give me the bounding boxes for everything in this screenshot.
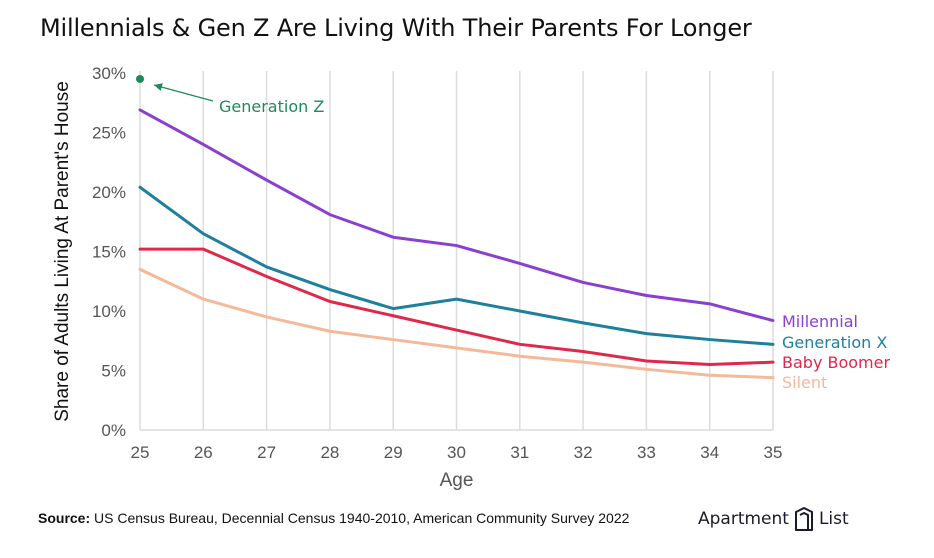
apartment-list-logo: Apartment List	[698, 504, 849, 534]
chart-title: Millennials & Gen Z Are Living With Thei…	[40, 14, 752, 42]
y-tick-label: 30%	[92, 64, 126, 83]
line-chart: 0% 5% 10% 15% 20% 25% 30% 25 26 27 28 29 30 31 32 33 34 3…	[52, 64, 890, 491]
annotation-arrow-line	[153, 84, 214, 102]
x-tick-label: 32	[574, 443, 593, 462]
series-label-millennial: Millennial	[782, 312, 858, 331]
series-label-baby-boomer: Baby Boomer	[782, 353, 890, 372]
x-tick-label: 27	[257, 443, 276, 462]
series-label-silent: Silent	[782, 373, 827, 392]
y-tick-label: 20%	[92, 183, 126, 202]
x-tick-label: 29	[384, 443, 403, 462]
annotation-label: Generation Z	[219, 97, 324, 116]
y-tick-label: 0%	[101, 421, 126, 440]
logo-word-list: List	[818, 509, 849, 529]
x-tick-label: 30	[447, 443, 466, 462]
y-tick-label: 25%	[92, 124, 126, 143]
x-tick-label: 28	[320, 443, 339, 462]
building-icon	[794, 507, 813, 531]
y-axis-title: Share of Adults Living At Parent's House	[52, 81, 73, 422]
x-tick-label: 34	[700, 443, 719, 462]
series-line-silent	[138, 267, 775, 380]
x-tick-label: 26	[194, 443, 213, 462]
annotation-arrow-head	[154, 83, 163, 91]
series-line-generation-x	[138, 185, 775, 346]
x-tick-label: 25	[131, 443, 150, 462]
series-line-baby-boomer	[138, 247, 775, 367]
source-note: Source: US Census Bureau, Decennial Cens…	[38, 510, 629, 526]
x-tick-label: 35	[764, 443, 783, 462]
logo-word-apartment: Apartment	[698, 509, 789, 529]
y-tick-label: 10%	[92, 302, 126, 321]
x-tick-label: 31	[510, 443, 529, 462]
series-label-generation-x: Generation X	[782, 333, 887, 352]
series-line-millennial	[138, 108, 775, 323]
source-label: Source:	[38, 510, 91, 526]
series-point-generation-z	[136, 74, 144, 83]
source-text: US Census Bureau, Decennial Census 1940-…	[94, 510, 630, 526]
x-axis-title: Age	[440, 470, 474, 491]
x-tick-label: 33	[637, 443, 656, 462]
y-tick-label: 15%	[92, 243, 126, 262]
y-tick-label: 5%	[101, 362, 126, 381]
